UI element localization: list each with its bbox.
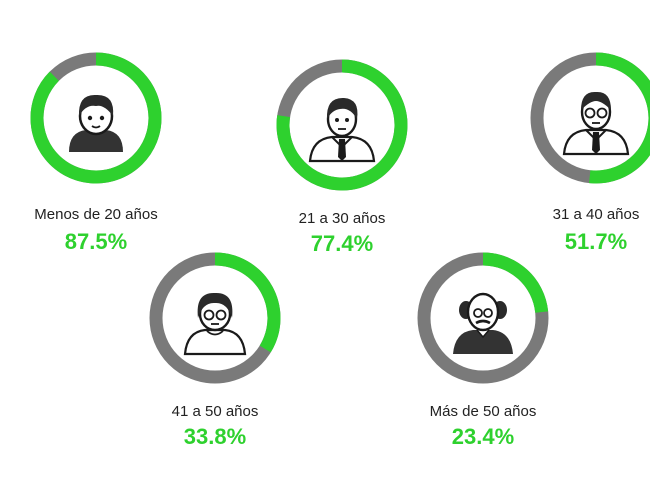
donut-item: Menos de 20 años 87.5% xyxy=(30,52,162,254)
value-label: 87.5% xyxy=(65,229,127,254)
donut-item: Más de 50 años 23.4% xyxy=(417,252,549,449)
donut-value-arc xyxy=(30,52,162,184)
donut-value-arc xyxy=(214,252,281,353)
value-label: 23.4% xyxy=(452,424,514,449)
value-label: 77.4% xyxy=(311,231,373,256)
category-label: 31 a 40 años xyxy=(553,206,640,223)
donut-value-arc xyxy=(482,252,549,313)
shirt-shape xyxy=(69,130,123,152)
middle-aged-woman-icon xyxy=(183,292,247,356)
donut-value-arc xyxy=(589,52,650,184)
category-label: Más de 50 años xyxy=(430,403,537,420)
donut-item: 41 a 50 años 33.8% xyxy=(149,252,281,449)
value-label: 33.8% xyxy=(184,424,246,449)
old-man-icon xyxy=(453,292,513,354)
category-label: Menos de 20 años xyxy=(34,206,157,223)
boy-icon xyxy=(69,94,123,152)
man-with-glasses-icon xyxy=(562,91,630,156)
donut-group: Menos de 20 años 87.5% 21 a 30 años 77.4% 31… xyxy=(30,52,650,449)
donut-value-arc xyxy=(276,59,408,191)
young-man-icon xyxy=(308,97,376,163)
category-label: 21 a 30 años xyxy=(299,210,386,227)
donut-item: 21 a 30 años 77.4% xyxy=(276,59,408,256)
category-label: 41 a 50 años xyxy=(172,403,259,420)
donut-item: 31 a 40 años 51.7% xyxy=(530,52,650,254)
value-label: 51.7% xyxy=(565,229,627,254)
